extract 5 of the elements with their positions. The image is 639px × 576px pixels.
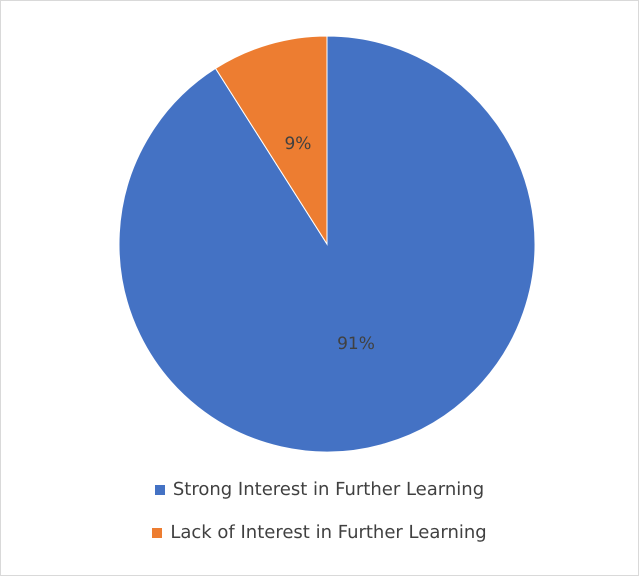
pie-slice bbox=[118, 36, 536, 452]
legend-label: Lack of Interest in Further Learning bbox=[170, 522, 487, 543]
data-label: 91% bbox=[337, 334, 375, 354]
data-label: 9% bbox=[284, 134, 312, 154]
legend-label: Strong Interest in Further Learning bbox=[172, 479, 484, 500]
